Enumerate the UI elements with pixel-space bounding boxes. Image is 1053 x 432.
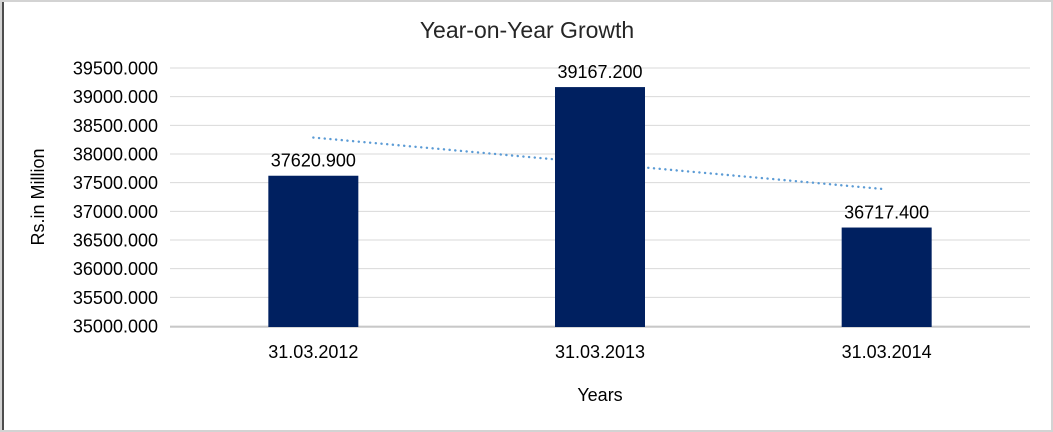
bar — [268, 175, 359, 327]
trendline — [312, 136, 888, 191]
bar-data-label: 36717.400 — [844, 203, 929, 223]
y-tick-label: 36500.000 — [73, 231, 158, 251]
bar — [841, 227, 932, 327]
y-tick-label: 39500.000 — [73, 59, 158, 79]
y-axis-title: Rs.in Million — [28, 148, 48, 245]
plot-area: 35000.000 35500.000 36000.000 36500.000 3700… — [73, 59, 1030, 362]
y-tick-label: 38500.000 — [73, 116, 158, 136]
x-category-label: 31.03.2012 — [268, 342, 358, 362]
y-tick-label: 38000.000 — [73, 145, 158, 165]
chart-title: Year-on-Year Growth — [420, 17, 634, 43]
x-category-label: 31.03.2014 — [842, 342, 932, 362]
bar-data-label: 37620.900 — [271, 151, 356, 171]
y-tick-label: 37500.000 — [73, 173, 158, 193]
y-tick-label: 36000.000 — [73, 259, 158, 279]
y-tick-label: 39000.000 — [73, 87, 158, 107]
x-axis-title: Years — [577, 385, 622, 405]
y-tick-label: 35000.000 — [73, 317, 158, 337]
bar — [555, 87, 645, 327]
bar-data-label: 39167.200 — [557, 62, 642, 82]
y-tick-label: 37000.000 — [73, 202, 158, 222]
y-tick-label: 35500.000 — [73, 288, 158, 308]
left-edge-line — [2, 2, 4, 430]
x-category-label: 31.03.2013 — [555, 342, 645, 362]
